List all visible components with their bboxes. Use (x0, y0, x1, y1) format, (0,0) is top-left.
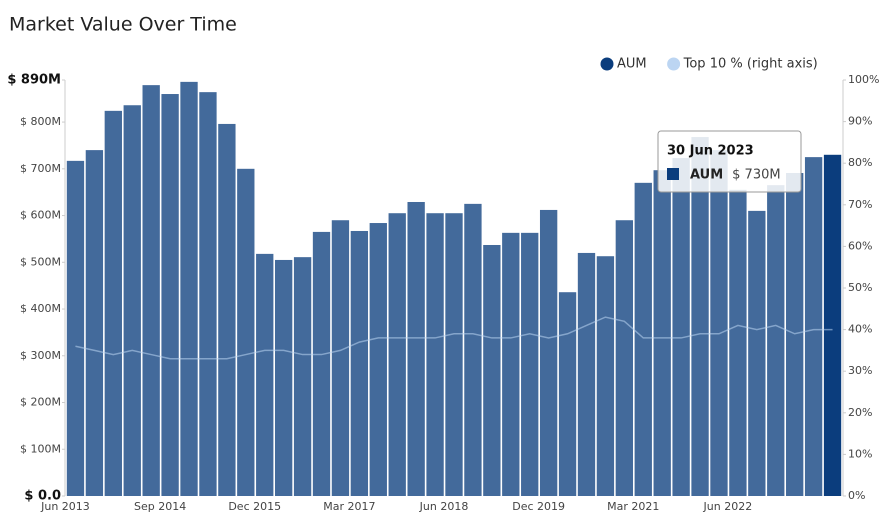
bar (331, 220, 350, 496)
x-tick-label: Dec 2015 (228, 500, 281, 513)
bar (558, 292, 577, 496)
bar (615, 220, 634, 496)
tooltip-series: AUM (690, 168, 723, 183)
y2-tick-label: 60% (848, 239, 872, 252)
bar (691, 137, 709, 496)
bar (748, 210, 766, 496)
y-tick-label: $ 100M (20, 442, 61, 455)
tooltip-swatch (667, 168, 679, 180)
bar (823, 154, 842, 497)
x-tick-label: Sep 2014 (134, 500, 186, 513)
x-tick-label: Jun 2018 (419, 500, 469, 513)
bar (312, 231, 331, 497)
y-tick-label: $ 890M (7, 73, 61, 88)
legend-marker (600, 57, 614, 71)
y2-tick-label: 80% (848, 156, 872, 169)
bar (85, 150, 104, 496)
legend-label: AUM (617, 57, 647, 72)
x-tick-label: Jun 2013 (40, 500, 90, 513)
y2-tick-label: 50% (848, 281, 872, 294)
bar (634, 182, 652, 496)
bar (502, 232, 520, 496)
bar (407, 201, 425, 497)
legend-label: Top 10 % (right axis) (683, 57, 818, 72)
tooltip-box (657, 130, 802, 193)
y2-tick-label: 70% (848, 198, 872, 211)
bar (293, 257, 312, 496)
bar (426, 213, 444, 496)
bar (596, 256, 615, 496)
y-tick-label: $ 0.0 (24, 489, 61, 504)
y2-tick-label: 100% (848, 73, 879, 86)
bar (123, 105, 141, 496)
bar (142, 85, 160, 496)
y2-tick-label: 0% (848, 489, 865, 502)
bar (161, 94, 179, 497)
x-tick-label: Mar 2017 (323, 500, 375, 513)
tooltip-title: 30 Jun 2023 (667, 144, 754, 159)
bar (729, 189, 747, 496)
tooltip-value: $ 730M (732, 168, 780, 183)
bar (767, 185, 785, 497)
y2-tick-label: 40% (848, 323, 872, 336)
bar (464, 203, 482, 496)
bar (104, 110, 122, 497)
bar (804, 157, 823, 496)
y-tick-label: $ 700M (20, 162, 61, 175)
bar (274, 259, 293, 496)
y2-tick-label: 20% (848, 406, 872, 419)
y-tick-label: $ 800M (20, 115, 61, 128)
bar (445, 213, 463, 496)
bar (66, 160, 85, 496)
y-tick-label: $ 300M (20, 349, 61, 362)
bar (653, 170, 671, 496)
y-tick-label: $ 400M (20, 302, 61, 315)
bar (483, 244, 501, 496)
y-tick-label: $ 200M (20, 396, 61, 409)
bar (256, 253, 274, 496)
legend-marker (667, 57, 681, 71)
x-tick-label: Mar 2021 (607, 500, 659, 513)
bar (672, 158, 690, 497)
bar (710, 150, 728, 496)
y2-tick-label: 30% (848, 364, 872, 377)
y-tick-label: $ 600M (20, 209, 61, 222)
bar (350, 230, 369, 496)
y2-tick-label: 90% (848, 115, 872, 128)
x-tick-label: Dec 2019 (512, 500, 565, 513)
bar (218, 123, 236, 497)
bar (180, 81, 198, 496)
bar (237, 168, 255, 496)
bar (539, 209, 558, 496)
bar (199, 92, 217, 497)
line (75, 316, 833, 360)
bar (577, 252, 596, 496)
x-tick-label: Jun 2022 (703, 500, 753, 513)
bar (369, 223, 387, 496)
bar (521, 232, 539, 496)
y-tick-label: $ 500M (20, 255, 61, 268)
y2-tick-label: 10% (848, 447, 872, 460)
bar (388, 213, 406, 496)
chart-title: Market Value Over Time (9, 14, 237, 36)
tooltip: 30 Jun 2023 AUM $ 730M (657, 130, 802, 193)
